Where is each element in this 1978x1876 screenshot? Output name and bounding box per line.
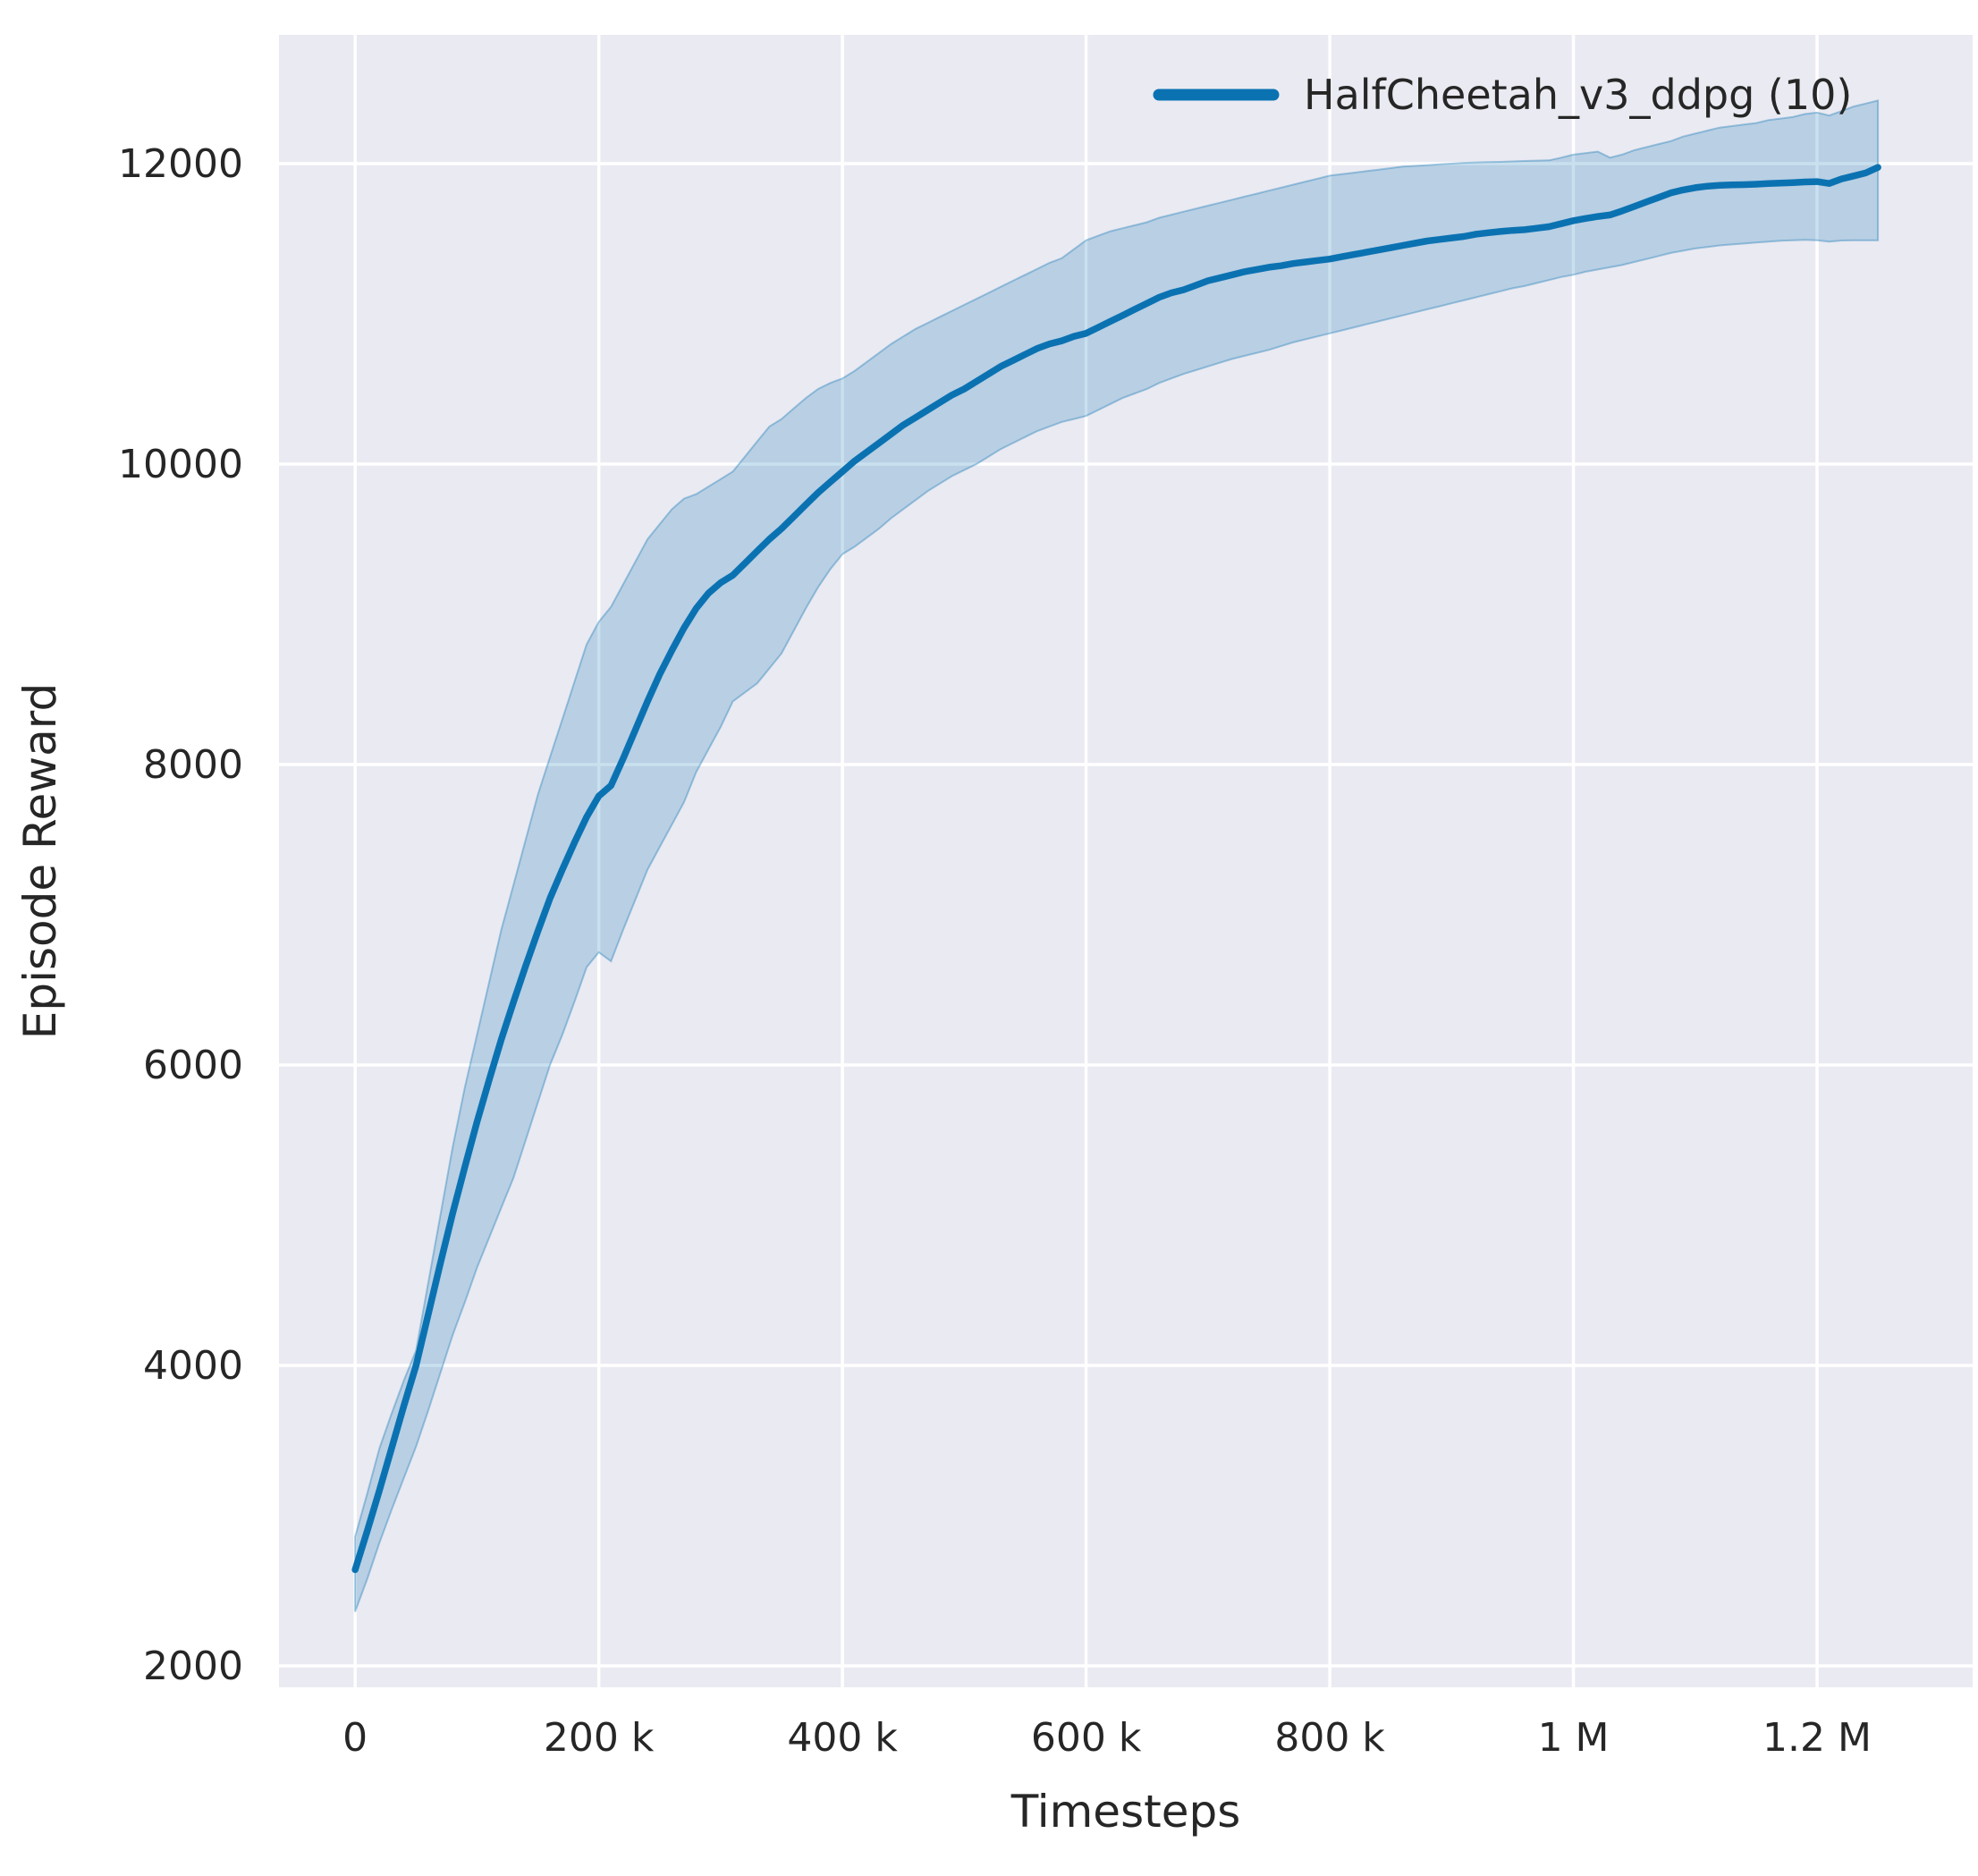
legend-entry-label: HalfCheetah_v3_ddpg (10) bbox=[1304, 71, 1852, 119]
y-tick-label: 2000 bbox=[143, 1644, 243, 1689]
y-tick-labels: 2000 4000 6000 8000 10000 12000 bbox=[118, 141, 243, 1689]
x-tick-label: 800 k bbox=[1274, 1715, 1385, 1761]
x-tick-label: 0 bbox=[342, 1715, 368, 1761]
y-tick-label: 4000 bbox=[143, 1343, 243, 1389]
legend: HalfCheetah_v3_ddpg (10) bbox=[1153, 71, 1852, 119]
y-tick-label: 12000 bbox=[118, 141, 243, 187]
x-tick-label: 200 k bbox=[544, 1715, 655, 1761]
y-tick-label: 10000 bbox=[118, 442, 243, 487]
x-tick-label: 400 k bbox=[787, 1715, 898, 1761]
confidence-band bbox=[354, 99, 1880, 1612]
mean-line bbox=[351, 164, 1881, 1574]
confidence-band-group bbox=[354, 99, 1880, 1612]
x-tick-label: 1.2 M bbox=[1762, 1715, 1872, 1761]
gridlines bbox=[279, 35, 1973, 1687]
x-tick-label: 600 k bbox=[1031, 1715, 1142, 1761]
y-tick-label: 8000 bbox=[143, 742, 243, 788]
y-axis-label: Episode Reward bbox=[14, 683, 66, 1039]
x-tick-labels: 0 200 k 400 k 600 k 800 k 1 M 1.2 M bbox=[342, 1715, 1872, 1761]
x-axis-label: Timesteps bbox=[1010, 1786, 1241, 1838]
y-tick-label: 6000 bbox=[143, 1043, 243, 1088]
x-tick-label: 1 M bbox=[1538, 1715, 1610, 1761]
series-line-group bbox=[351, 164, 1881, 1574]
